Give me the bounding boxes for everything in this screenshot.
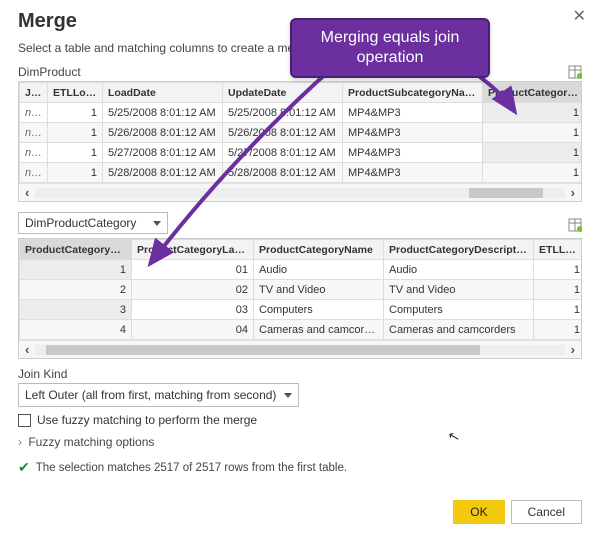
cell: 1 — [20, 260, 132, 280]
table-row[interactable]: null15/27/2008 8:01:12 AM5/27/2008 8:01:… — [20, 143, 582, 163]
cell: 03 — [132, 300, 254, 320]
table2-options-icon[interactable] — [568, 218, 582, 232]
cell: 5/25/2008 8:01:12 AM — [103, 103, 223, 123]
column-header[interactable]: ETLLoadID — [48, 83, 103, 103]
cell: 1 — [48, 123, 103, 143]
table1-grid[interactable]: JRLETLLoadIDLoadDateUpdateDateProductSub… — [18, 81, 582, 202]
cell: 1 — [483, 123, 582, 143]
fuzzy-checkbox-label: Use fuzzy matching to perform the merge — [37, 413, 257, 427]
table2-grid[interactable]: ProductCategoryKeyProductCategoryLabelPr… — [18, 238, 582, 359]
cell: Audio — [254, 260, 384, 280]
join-kind-selected: Left Outer (all from first, matching fro… — [25, 388, 276, 402]
cell: Cameras and camcorders — [254, 320, 384, 340]
table1-label: DimProduct — [18, 65, 81, 79]
chevron-right-icon: › — [18, 435, 22, 449]
cell: Computers — [384, 300, 534, 320]
column-header[interactable]: ProductCategoryKey — [20, 240, 132, 260]
scroll-left-icon[interactable]: ‹ — [23, 185, 31, 200]
column-header[interactable]: ETLLoadID — [534, 240, 582, 260]
cell: 04 — [132, 320, 254, 340]
cell: 1 — [483, 143, 582, 163]
cancel-button[interactable]: Cancel — [511, 500, 582, 524]
table-row[interactable]: 404Cameras and camcordersCameras and cam… — [20, 320, 582, 340]
cell: 5/27/2008 8:01:12 AM — [103, 143, 223, 163]
annotation-callout: Merging equals join operation — [290, 18, 490, 78]
column-header[interactable]: ProductCategoryKey — [483, 83, 582, 103]
cell: 1 — [483, 103, 582, 123]
check-icon: ✔ — [18, 459, 30, 476]
cell: Audio — [384, 260, 534, 280]
cell: TV and Video — [254, 280, 384, 300]
fuzzy-checkbox[interactable] — [18, 414, 31, 427]
column-header[interactable]: ProductSubcategoryName — [343, 83, 483, 103]
table-row[interactable]: 303ComputersComputers1 — [20, 300, 582, 320]
cell: null — [20, 103, 48, 123]
table2-hscroll[interactable]: ‹ › — [19, 340, 581, 358]
join-kind-label: Join Kind — [18, 367, 582, 381]
scroll-right-icon[interactable]: › — [569, 185, 577, 200]
fuzzy-options-expander[interactable]: › Fuzzy matching options — [18, 435, 582, 449]
close-icon[interactable]: ✕ — [573, 6, 586, 26]
cell: 2 — [20, 280, 132, 300]
column-header[interactable]: ProductCategoryName — [254, 240, 384, 260]
cell: 1 — [534, 320, 582, 340]
status-text: The selection matches 2517 of 2517 rows … — [36, 462, 347, 474]
table-row[interactable]: null15/26/2008 8:01:12 AM5/26/2008 8:01:… — [20, 123, 582, 143]
cell: 5/26/2008 8:01:12 AM — [223, 123, 343, 143]
cell: 1 — [483, 163, 582, 183]
fuzzy-expander-label: Fuzzy matching options — [28, 435, 154, 449]
table-options-icon[interactable] — [568, 65, 582, 79]
cell: 5/27/2008 8:01:12 AM — [223, 143, 343, 163]
second-table-dropdown[interactable]: DimProductCategory — [18, 212, 168, 234]
cell: null — [20, 143, 48, 163]
cell: 02 — [132, 280, 254, 300]
cell: null — [20, 123, 48, 143]
cell: MP4&MP3 — [343, 123, 483, 143]
cell: 1 — [48, 143, 103, 163]
column-header[interactable]: UpdateDate — [223, 83, 343, 103]
cell: 5/26/2008 8:01:12 AM — [103, 123, 223, 143]
ok-button[interactable]: OK — [453, 500, 504, 524]
table-row[interactable]: null15/28/2008 8:01:12 AM5/28/2008 8:01:… — [20, 163, 582, 183]
cell: 1 — [48, 163, 103, 183]
table1-hscroll[interactable]: ‹ › — [19, 183, 581, 201]
cell: MP4&MP3 — [343, 143, 483, 163]
table-row[interactable]: 101AudioAudio1 — [20, 260, 582, 280]
table-row[interactable]: null15/25/2008 8:01:12 AM5/25/2008 8:01:… — [20, 103, 582, 123]
cell: null — [20, 163, 48, 183]
cell: Computers — [254, 300, 384, 320]
column-header[interactable]: ProductCategoryDescription — [384, 240, 534, 260]
cell: 1 — [48, 103, 103, 123]
second-table-selected: DimProductCategory — [25, 216, 136, 230]
cell: MP4&MP3 — [343, 103, 483, 123]
scroll-right-icon[interactable]: › — [569, 342, 577, 357]
column-header[interactable]: ProductCategoryLabel — [132, 240, 254, 260]
cell: 3 — [20, 300, 132, 320]
cell: 1 — [534, 260, 582, 280]
cell: 5/28/2008 8:01:12 AM — [223, 163, 343, 183]
cell: TV and Video — [384, 280, 534, 300]
cell: 1 — [534, 280, 582, 300]
cell: 01 — [132, 260, 254, 280]
column-header[interactable]: LoadDate — [103, 83, 223, 103]
cell: MP4&MP3 — [343, 163, 483, 183]
scroll-left-icon[interactable]: ‹ — [23, 342, 31, 357]
cell: 5/28/2008 8:01:12 AM — [103, 163, 223, 183]
table-row[interactable]: 202TV and VideoTV and Video1 — [20, 280, 582, 300]
cell: Cameras and camcorders — [384, 320, 534, 340]
column-header[interactable]: JRL — [20, 83, 48, 103]
join-kind-dropdown[interactable]: Left Outer (all from first, matching fro… — [18, 383, 299, 407]
cell: 5/25/2008 8:01:12 AM — [223, 103, 343, 123]
cell: 1 — [534, 300, 582, 320]
cell: 4 — [20, 320, 132, 340]
